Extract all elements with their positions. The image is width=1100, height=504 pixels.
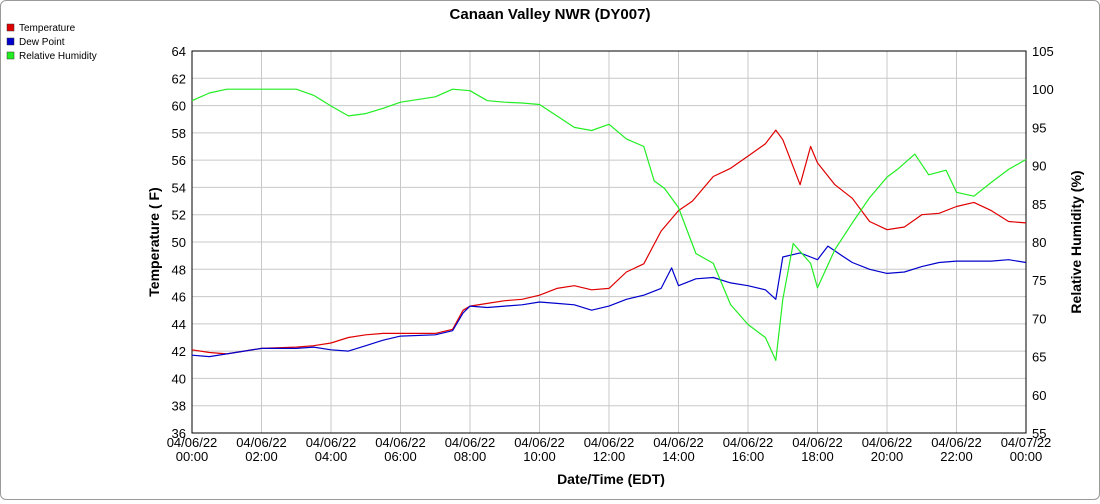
y-right-tick-label: 100 [1032, 82, 1054, 97]
x-tick-label: 04/06/22 18:00 [792, 435, 843, 464]
x-tick-label: 04/06/22 12:00 [584, 435, 635, 464]
legend-swatch [6, 37, 15, 46]
y-left-tick-label: 46 [172, 290, 186, 305]
y-left-tick-label: 44 [172, 317, 186, 332]
legend-label: Dew Point [19, 37, 65, 48]
series-line-relative-humidity [191, 88, 1027, 361]
y-right-tick-label: 85 [1032, 197, 1046, 212]
x-tick-label: 04/06/22 14:00 [653, 435, 704, 464]
y-left-tick-label: 48 [172, 262, 186, 277]
legend: Temperature Dew Point Relative Humidity [6, 23, 97, 62]
x-tick-label: 04/06/22 20:00 [862, 435, 913, 464]
legend-swatch [6, 51, 15, 60]
x-tick-label: 04/06/22 04:00 [306, 435, 357, 464]
y-left-tick-label: 40 [172, 371, 186, 386]
y-left-tick-label: 64 [172, 44, 186, 59]
legend-label: Relative Humidity [19, 51, 97, 62]
y-axis-label-right: Relative Humidity (%) [1068, 170, 1084, 313]
legend-swatch [6, 23, 15, 32]
series-group [191, 88, 1027, 361]
x-tick-label: 04/06/22 22:00 [931, 435, 982, 464]
x-tick-label: 04/06/22 16:00 [723, 435, 774, 464]
y-right-tick-label: 65 [1032, 350, 1046, 365]
y-right-tick-label: 80 [1032, 235, 1046, 250]
y-right-tick-label: 75 [1032, 273, 1046, 288]
x-tick-label: 04/07/22 00:00 [1001, 435, 1052, 464]
tick-labels: 36 38 40 42 44 46 48 50 52 54 56 58 60 62 64 55 60 65 70 75… [167, 44, 1054, 464]
y-axis-label-left: Temperature ( F) [146, 187, 162, 296]
grid [191, 50, 1027, 434]
series-line-dew-point [191, 245, 1027, 358]
y-left-tick-label: 54 [172, 180, 186, 195]
y-left-tick-label: 58 [172, 126, 186, 141]
y-right-tick-label: 105 [1032, 44, 1054, 59]
plot-area [191, 50, 1027, 434]
y-right-tick-label: 95 [1032, 120, 1046, 135]
y-right-tick-label: 60 [1032, 388, 1046, 403]
y-left-tick-label: 50 [172, 235, 186, 250]
y-left-tick-label: 52 [172, 208, 186, 223]
y-right-tick-label: 70 [1032, 311, 1046, 326]
y-left-tick-label: 56 [172, 153, 186, 168]
x-tick-label: 04/06/22 06:00 [375, 435, 426, 464]
x-axis-label: Date/Time (EDT) [557, 471, 665, 487]
legend-label: Temperature [19, 23, 76, 34]
x-tick-label: 04/06/22 02:00 [236, 435, 287, 464]
y-left-tick-label: 38 [172, 399, 186, 414]
x-tick-label: 04/06/22 00:00 [167, 435, 218, 464]
y-left-tick-label: 60 [172, 99, 186, 114]
y-left-tick-label: 42 [172, 344, 186, 359]
x-tick-label: 04/06/22 10:00 [514, 435, 565, 464]
x-tick-label: 04/06/22 08:00 [445, 435, 496, 464]
y-left-tick-label: 36 [172, 426, 186, 441]
chart-title: Canaan Valley NWR (DY007) [450, 6, 651, 23]
y-left-tick-label: 62 [172, 71, 186, 86]
series-line-temperature [191, 129, 1027, 355]
y-right-tick-label: 55 [1032, 426, 1046, 441]
y-right-tick-label: 90 [1032, 159, 1046, 174]
